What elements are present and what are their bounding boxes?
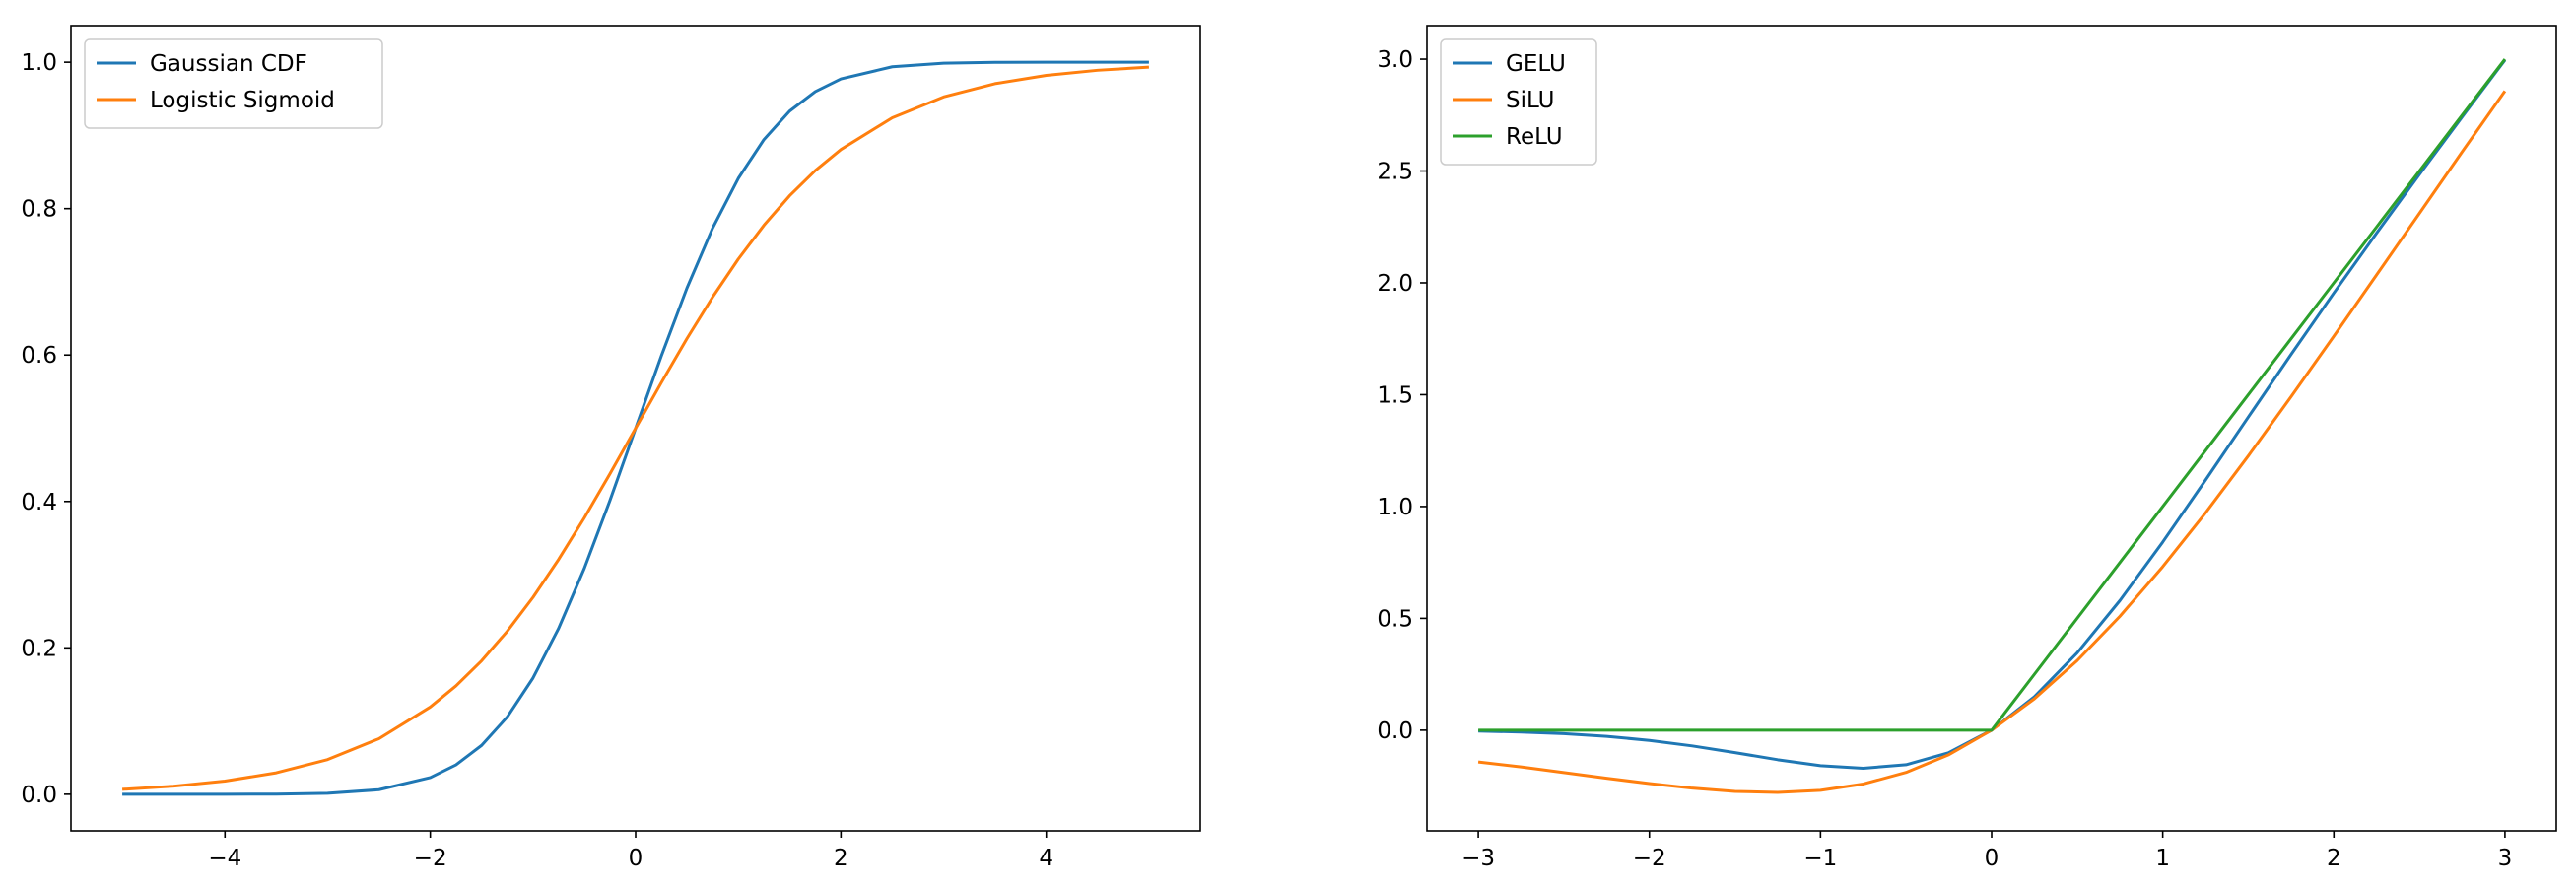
legend-box (1440, 38, 1597, 166)
y-tick-label: 0.0 (1377, 718, 1413, 744)
legend: GELU SiLU ReLU (1440, 38, 1597, 166)
series-line-logistic-sigmoid (121, 65, 1150, 791)
x-tick-label: 1 (2155, 846, 2170, 871)
x-tick-label: 0 (629, 846, 644, 871)
legend-label: ReLU (1506, 124, 1563, 150)
y-tick-label: 1.0 (21, 50, 57, 76)
y-tick-label: 0.6 (21, 343, 57, 369)
x-tick-label: 4 (1039, 846, 1053, 871)
x-tick-label: −2 (414, 846, 447, 871)
x-tick-label: 3 (2498, 846, 2513, 871)
x-tick-label: −2 (1633, 846, 1666, 871)
y-tick-label: 0.8 (21, 197, 57, 223)
y-tick-label: 0.4 (21, 490, 57, 515)
y-tick-label: 1.5 (1377, 382, 1413, 408)
legend-label: Logistic Sigmoid (150, 88, 335, 113)
x-tick-label: 0 (1985, 846, 2000, 871)
right-subplot: −3 −2 −1 0 1 2 3 0.0 0.5 1.0 1.5 2.0 2.5 3.0 GELU SiLU R… (1377, 25, 2557, 871)
legend-label: SiLU (1506, 88, 1555, 113)
legend-label: GELU (1506, 51, 1566, 77)
x-tick-label: −3 (1461, 846, 1495, 871)
y-tick-label: 2.5 (1377, 160, 1413, 185)
legend-box (84, 38, 383, 129)
x-tick-label: 2 (834, 846, 848, 871)
x-tick-label: −1 (1803, 846, 1837, 871)
y-tick-label: 2.0 (1377, 271, 1413, 297)
y-tick-label: 0.5 (1377, 606, 1413, 632)
y-tick-label: 0.2 (21, 636, 57, 661)
x-tick-label: −4 (208, 846, 241, 871)
y-tick-label: 3.0 (1377, 47, 1413, 73)
x-tick-label: 2 (2327, 846, 2341, 871)
y-tick-label: 1.0 (1377, 495, 1413, 520)
left-subplot: −4 −2 0 2 4 0.0 0.2 0.4 0.6 0.8 1.0 Gaussian CDF Log… (21, 25, 1201, 871)
legend: Gaussian CDF Logistic Sigmoid (84, 38, 383, 129)
series-line-relu (1478, 58, 2507, 732)
legend-label: Gaussian CDF (150, 51, 307, 77)
y-tick-label: 0.0 (21, 783, 57, 808)
